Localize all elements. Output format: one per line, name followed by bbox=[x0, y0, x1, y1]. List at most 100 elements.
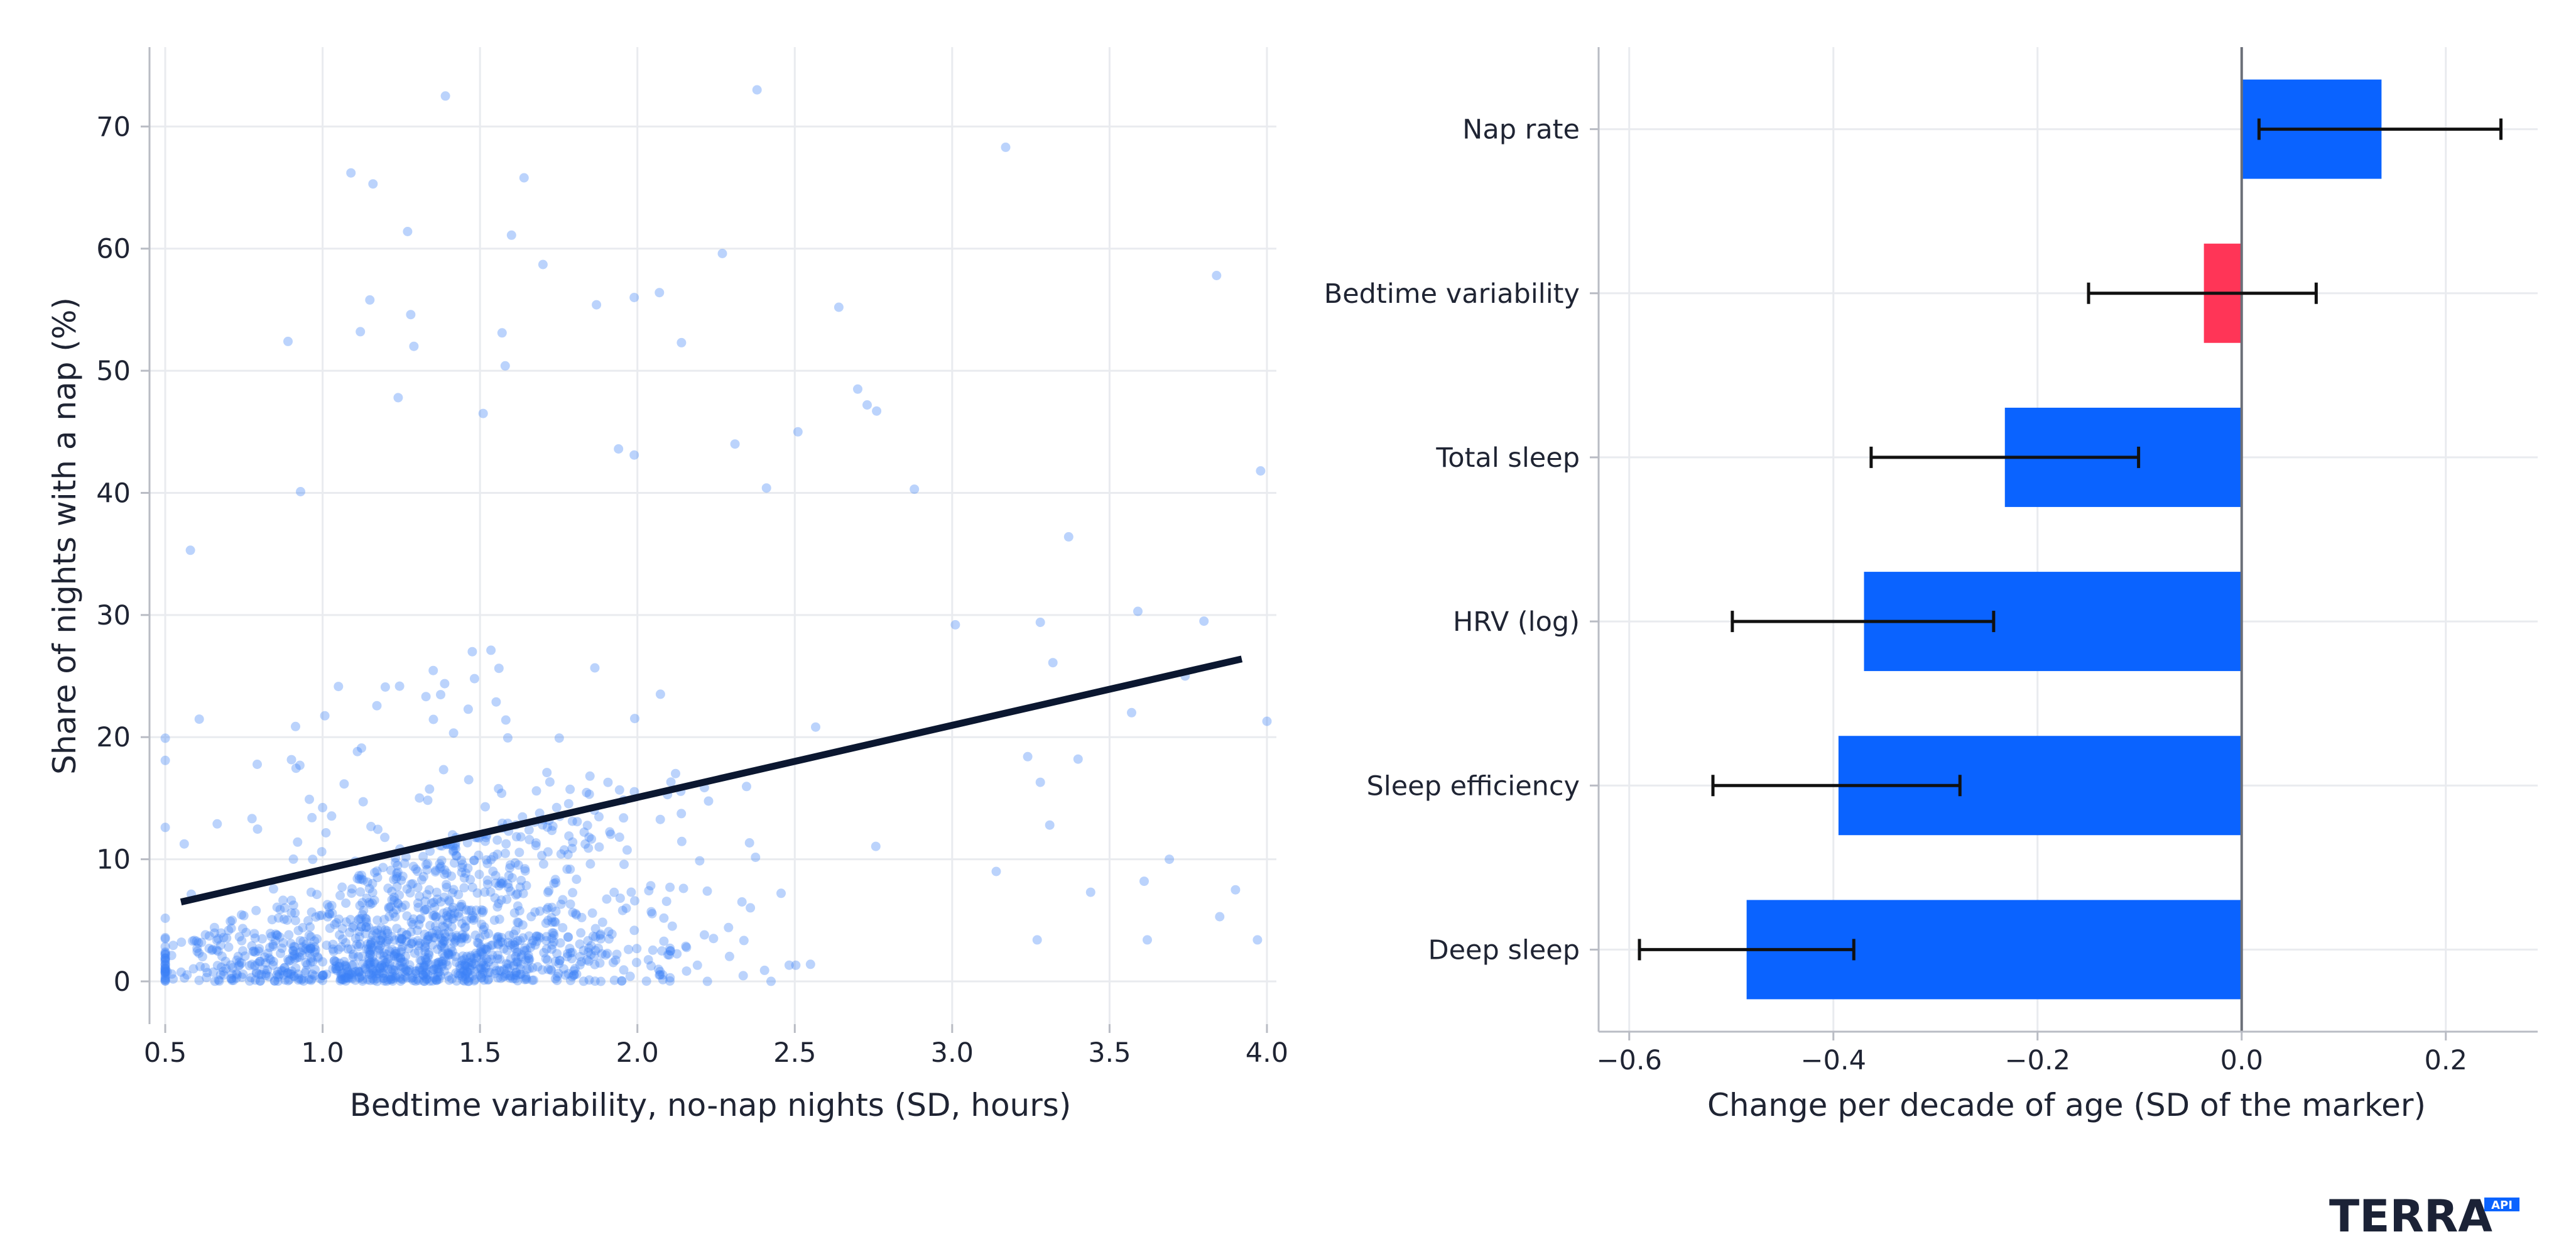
scatter-point bbox=[547, 826, 557, 836]
scatter-point bbox=[160, 974, 170, 985]
scatter-point bbox=[185, 545, 195, 555]
scatter-x-tick-label: 3.0 bbox=[931, 1037, 974, 1069]
scatter-point bbox=[430, 902, 440, 912]
scatter-point bbox=[524, 931, 534, 941]
scatter-point bbox=[354, 967, 364, 977]
scatter-point bbox=[496, 879, 506, 889]
scatter-point bbox=[862, 400, 872, 410]
scatter-point bbox=[261, 958, 271, 968]
scatter-point bbox=[442, 880, 451, 890]
bar-category-label: Deep sleep bbox=[1428, 934, 1580, 966]
scatter-y-tick-label: 10 bbox=[96, 844, 131, 876]
scatter-point bbox=[373, 824, 383, 834]
scatter-point bbox=[318, 970, 328, 980]
scatter-point bbox=[318, 970, 329, 980]
scatter-point bbox=[592, 300, 602, 310]
scatter-point bbox=[504, 931, 514, 941]
scatter-point bbox=[834, 302, 844, 312]
scatter-point bbox=[255, 976, 265, 986]
scatter-point bbox=[401, 965, 411, 975]
scatter-point bbox=[436, 690, 445, 700]
scatter-point bbox=[337, 974, 347, 985]
scatter-point bbox=[400, 900, 410, 910]
scatter-point bbox=[513, 917, 523, 927]
scatter-point bbox=[492, 934, 503, 944]
scatter-point bbox=[494, 932, 503, 942]
scatter-point bbox=[436, 971, 445, 981]
scatter-point bbox=[416, 875, 427, 885]
scatter-point bbox=[213, 934, 223, 944]
scatter-point bbox=[307, 907, 317, 917]
scatter-point bbox=[465, 965, 476, 975]
scatter-y-axis-label: Share of nights with a nap (%) bbox=[46, 297, 83, 775]
scatter-point bbox=[424, 948, 434, 958]
logo-badge bbox=[2484, 1198, 2519, 1211]
scatter-point bbox=[283, 976, 293, 986]
scatter-point bbox=[273, 913, 283, 923]
scatter-point bbox=[387, 944, 397, 954]
scatter-point bbox=[354, 914, 364, 924]
scatter-point bbox=[495, 954, 505, 964]
scatter-point bbox=[594, 842, 604, 852]
scatter-point bbox=[564, 831, 574, 841]
scatter-point bbox=[524, 954, 535, 964]
scatter-point bbox=[609, 887, 619, 897]
scatter-point bbox=[585, 771, 595, 781]
scatter-point bbox=[428, 976, 438, 986]
scatter-point bbox=[510, 858, 520, 868]
scatter-point bbox=[379, 915, 389, 925]
scatter-point bbox=[383, 954, 393, 964]
scatter-point bbox=[431, 959, 441, 969]
scatter-point bbox=[364, 956, 374, 966]
scatter-point bbox=[597, 949, 607, 959]
scatter-point bbox=[442, 911, 452, 921]
scatter-point bbox=[509, 940, 519, 950]
scatter-point bbox=[388, 971, 398, 981]
scatter-point bbox=[450, 841, 460, 851]
scatter-point bbox=[401, 930, 411, 940]
scatter-point bbox=[329, 946, 339, 956]
scatter-point bbox=[396, 976, 406, 986]
scatter-point bbox=[389, 892, 399, 902]
scatter-point bbox=[362, 974, 372, 985]
scatter-point bbox=[378, 933, 388, 943]
scatter-point bbox=[268, 956, 278, 966]
scatter-point bbox=[490, 968, 500, 978]
scatter-point bbox=[535, 906, 545, 916]
scatter-point bbox=[423, 953, 433, 963]
scatter-point bbox=[234, 961, 244, 971]
scatter-point bbox=[759, 965, 769, 975]
scatter-point bbox=[298, 976, 308, 986]
scatter-point bbox=[408, 879, 418, 889]
scatter-point bbox=[245, 976, 254, 986]
scatter-point bbox=[448, 914, 459, 924]
scatter-point bbox=[406, 973, 416, 983]
scatter-point bbox=[335, 958, 345, 968]
scatter-point bbox=[312, 890, 322, 900]
scatter-point bbox=[521, 971, 531, 981]
scatter-point bbox=[356, 874, 366, 884]
scatter-point bbox=[160, 733, 170, 743]
scatter-point bbox=[366, 822, 376, 831]
bar-category-label: Bedtime variability bbox=[1324, 278, 1580, 310]
scatter-point bbox=[678, 883, 688, 893]
scatter-point bbox=[514, 906, 524, 916]
scatter-point bbox=[361, 914, 371, 924]
scatter-point bbox=[372, 928, 382, 938]
scatter-y-tick-label: 60 bbox=[96, 234, 131, 265]
scatter-point bbox=[477, 973, 487, 983]
scatter-point bbox=[318, 802, 328, 812]
scatter-point bbox=[376, 936, 386, 945]
scatter-point bbox=[288, 951, 298, 961]
scatter-point bbox=[354, 942, 364, 951]
scatter-point bbox=[398, 963, 408, 973]
bar-x-tick-label: −0.4 bbox=[1801, 1045, 1866, 1076]
scatter-point bbox=[438, 948, 448, 958]
scatter-point bbox=[577, 912, 587, 922]
scatter-point bbox=[655, 288, 665, 298]
scatter-point bbox=[439, 966, 449, 976]
scatter-point bbox=[348, 952, 358, 962]
scatter-point bbox=[413, 866, 423, 876]
scatter-point bbox=[291, 763, 301, 773]
scatter-point bbox=[630, 896, 639, 906]
